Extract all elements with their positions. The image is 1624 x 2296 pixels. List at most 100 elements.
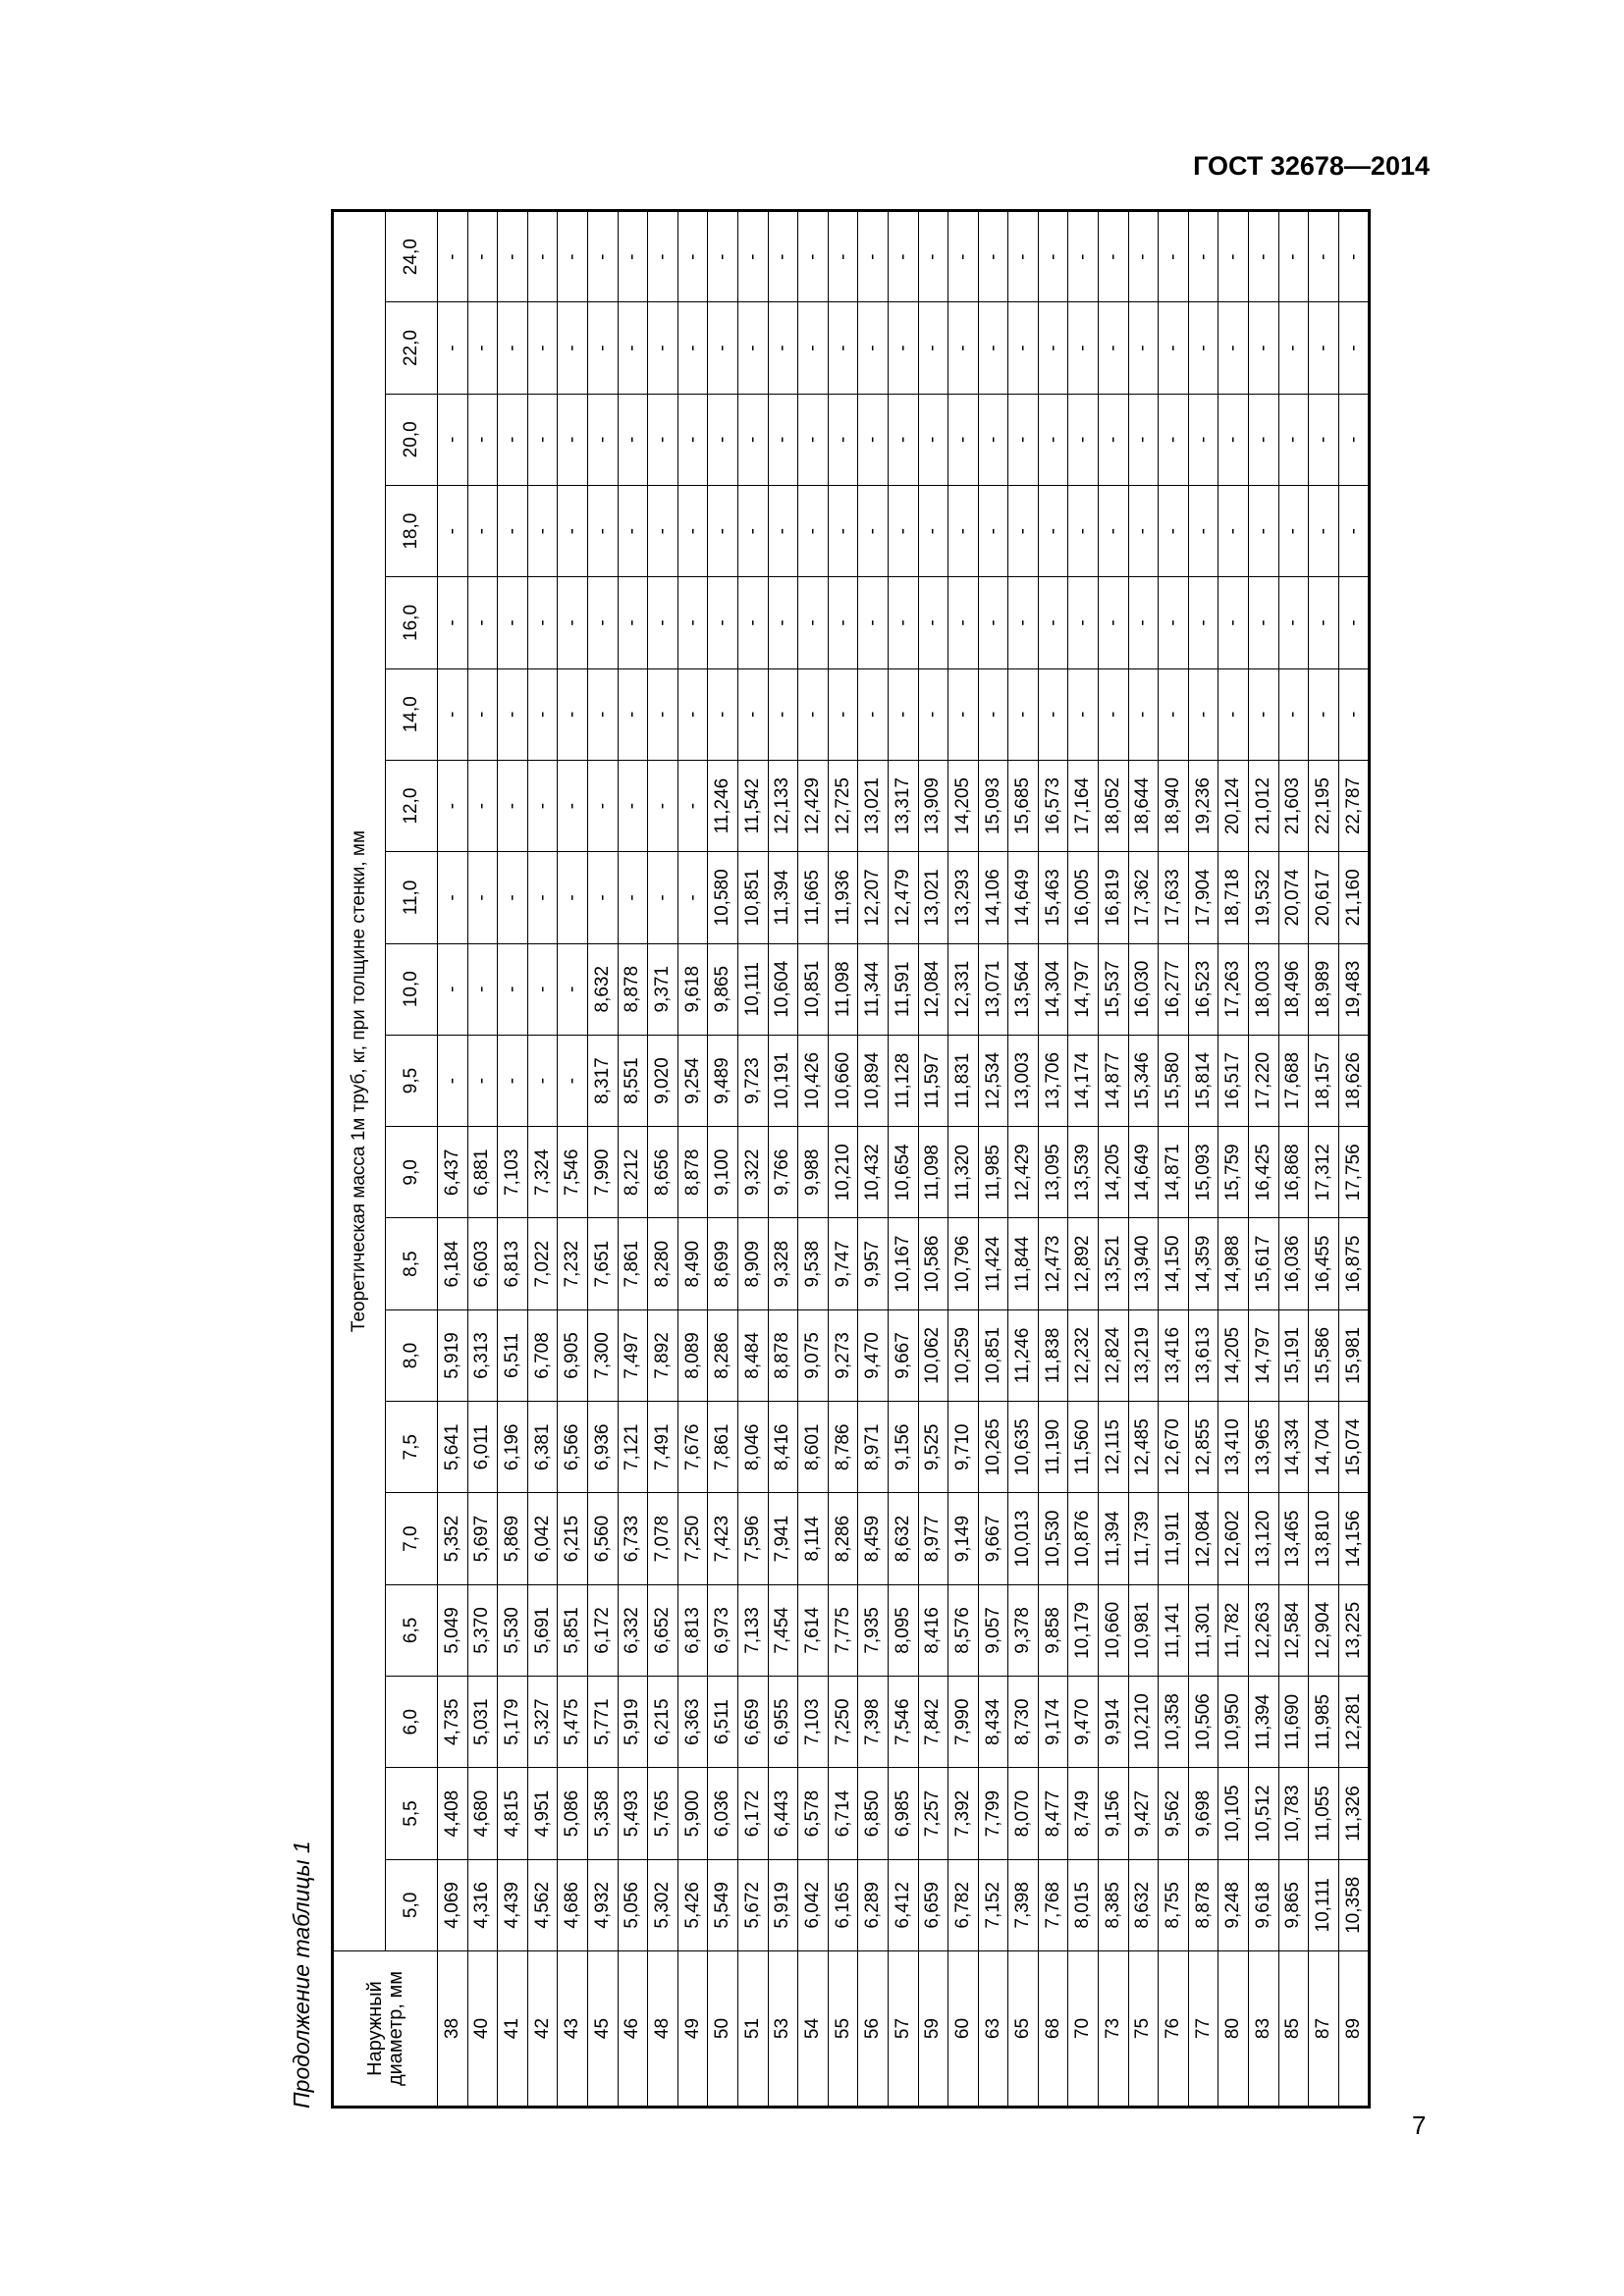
mass-cell: 9,618 [677,943,708,1036]
mass-cell: - [1308,668,1339,761]
mass-cell: 11,246 [1007,1309,1039,1402]
mass-cell: 14,988 [1218,1218,1249,1310]
mass-cell: 7,768 [1038,1859,1068,1951]
mass-cell: 16,277 [1158,943,1189,1036]
diameter-cell: 48 [647,1950,678,2108]
mass-cell: - [857,210,889,302]
mass-cell: 11,246 [707,760,738,852]
table-row: 46 5,056 5,493 5,919 6,332 6,733 7,121 7,497 7,8… [618,210,648,2108]
mass-cell: 7,250 [677,1492,708,1585]
mass-cell: 7,676 [677,1401,708,1493]
mass-cell: - [497,760,528,852]
mass-cell: - [587,851,619,944]
mass-cell: 9,865 [1278,1859,1309,1951]
mass-cell: 12,473 [1038,1218,1068,1310]
mass-cell: 12,084 [1188,1492,1218,1585]
mass-cell: - [707,394,738,486]
mass-cell: 11,394 [1248,1676,1279,1768]
mass-cell: - [557,485,588,577]
mass-cell: 10,111 [1308,1859,1339,1951]
mass-cell: 6,985 [888,1767,918,1860]
mass-cell: - [888,485,918,577]
mass-cell: - [918,210,948,302]
mass-cell: 14,150 [1158,1218,1189,1310]
mass-cell: - [1067,301,1099,395]
mass-cell: 8,878 [1188,1859,1218,1951]
mass-cell: - [707,301,738,395]
mass-cell: 12,892 [1067,1218,1099,1310]
mass-cell: 10,851 [978,1309,1008,1402]
mass-cell: - [737,668,769,761]
mass-cell: - [497,301,528,395]
mass-cell: 11,665 [797,851,829,944]
mass-cell: - [647,210,678,302]
mass-cell: 16,036 [1278,1218,1309,1310]
mass-cell: 11,098 [828,943,858,1036]
mass-cell: 9,710 [947,1401,979,1493]
mass-cell: 10,105 [1218,1767,1249,1860]
mass-cell: - [1188,394,1218,486]
mass-cell: 18,052 [1098,760,1129,852]
mass-cell: 13,965 [1248,1401,1279,1493]
mass-cell: 20,124 [1218,760,1249,852]
mass-cell: - [1278,485,1309,577]
mass-cell: 15,617 [1248,1218,1279,1310]
mass-cell: 12,534 [978,1035,1008,1127]
mass-cell: 19,532 [1248,851,1279,944]
mass-cell: - [587,760,619,852]
mass-cell: - [947,668,979,761]
mass-cell: 6,313 [467,1309,498,1402]
mass-cell: 11,394 [768,851,798,944]
mass-cell: 11,690 [1278,1676,1309,1768]
mass-cell: - [1308,394,1339,486]
mass-cell: - [497,485,528,577]
mass-cell: - [1278,301,1309,395]
mass-cell: 8,095 [888,1584,918,1677]
mass-cell: - [587,668,619,761]
mass-cell: 13,940 [1128,1218,1159,1310]
mass-cell: 4,562 [527,1859,558,1951]
mass-cell: 15,580 [1158,1035,1189,1127]
mass-cell: 12,263 [1248,1584,1279,1677]
mass-cell: 9,865 [707,943,738,1036]
column-header: 12,0 [385,760,438,852]
mass-cell: 8,070 [1007,1767,1039,1860]
mass-cell: 8,632 [888,1492,918,1585]
mass-cell: - [677,576,708,669]
mass-cell: - [857,576,889,669]
mass-cell: 10,358 [1338,1859,1370,1951]
table-row: 41 4,439 4,815 5,179 5,530 5,869 6,196 6,511 6,8… [497,210,528,2108]
mass-cell: - [828,210,858,302]
mass-cell: 10,950 [1218,1676,1249,1768]
mass-cell: - [557,301,588,395]
column-header: 11,0 [385,851,438,944]
table-row: 50 5,549 6,036 6,511 6,973 7,423 7,861 8,286 8,6… [707,210,738,2108]
mass-cell: - [1038,301,1068,395]
mass-cell: 13,095 [1038,1126,1068,1218]
table-row: 73 8,385 9,156 9,914 10,660 11,394 12,115 12,82… [1098,210,1129,2108]
table-row: 57 6,412 6,985 7,546 8,095 8,632 9,156 9,667 10,… [888,210,918,2108]
mass-cell: 12,904 [1308,1584,1339,1677]
mass-cell: 6,289 [857,1859,889,1951]
mass-cell: 18,003 [1248,943,1279,1036]
mass-cell: 6,184 [437,1218,468,1310]
mass-cell: 7,398 [857,1676,889,1768]
mass-cell: - [1248,210,1279,302]
mass-cell: 8,632 [1128,1859,1159,1951]
mass-cell: 6,708 [527,1309,558,1402]
mass-cell: 8,786 [828,1401,858,1493]
mass-cell: 9,747 [828,1218,858,1310]
mass-cell: 13,410 [1218,1401,1249,1493]
mass-cell: - [1338,301,1370,395]
mass-cell: 9,371 [647,943,678,1036]
mass-cell: - [1278,576,1309,669]
mass-cell: 11,560 [1067,1401,1099,1493]
mass-cell: - [1067,576,1099,669]
mass-cell: 7,799 [978,1767,1008,1860]
mass-cell: 13,909 [918,760,948,852]
mass-cell: 12,429 [1007,1126,1039,1218]
mass-cell: 7,546 [888,1676,918,1768]
mass-cell: 13,225 [1338,1584,1370,1677]
mass-cell: 15,586 [1308,1309,1339,1402]
mass-cell: - [647,394,678,486]
